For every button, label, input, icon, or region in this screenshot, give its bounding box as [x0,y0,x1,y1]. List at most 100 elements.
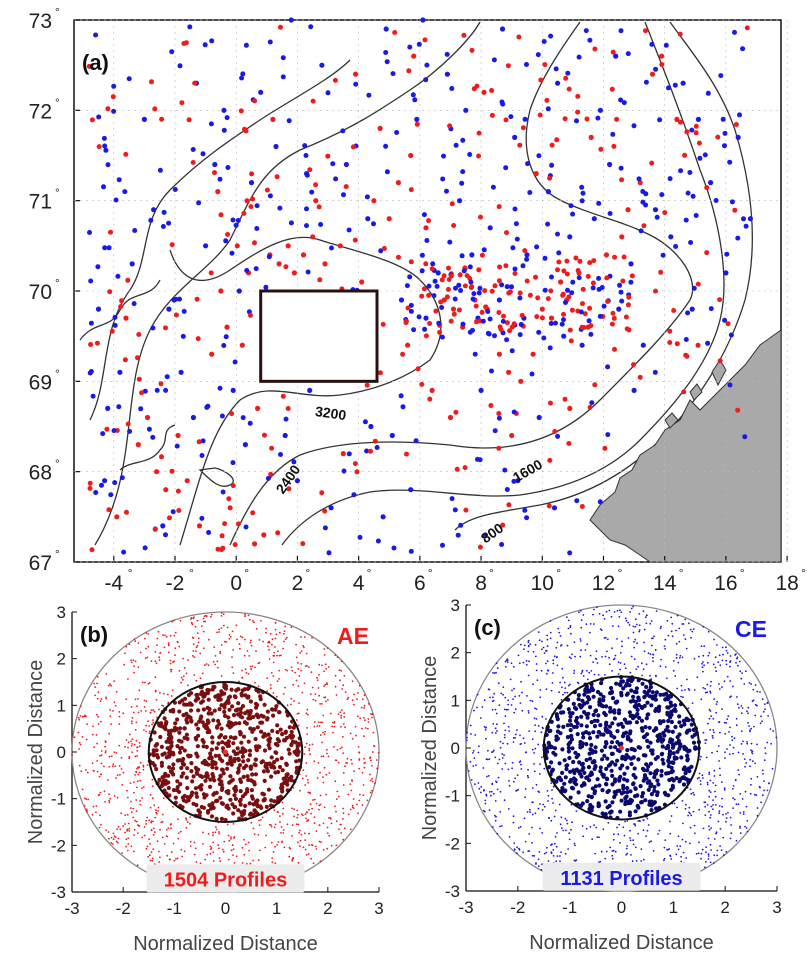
profile-point [763,759,766,762]
profile-point [617,661,620,664]
core-profile-point [195,754,200,759]
y-tick-label: -3 [51,883,66,902]
eddy-point [652,369,658,375]
profile-point [138,825,141,827]
eddy-point [555,267,560,273]
profile-point [518,695,521,697]
eddy-point [266,254,272,260]
core-profile-point [612,779,618,784]
core-profile-point [213,761,218,767]
core-profile-point [627,683,632,688]
profile-point [248,849,251,852]
profile-point [732,788,734,790]
profile-point [113,835,116,838]
profile-point [135,739,138,742]
ce-eddy-point [319,62,325,68]
ce-eddy-point [613,53,619,59]
eddy-point [500,318,506,324]
ce-eddy-point [282,432,288,439]
profile-point [675,657,678,659]
profile-point [175,858,177,860]
core-profile-point [603,799,608,804]
profile-point [113,751,116,753]
profile-point [680,860,683,863]
profile-point [700,698,703,701]
core-profile-point [275,730,280,735]
eddy-point [518,322,524,327]
profile-point [512,665,515,668]
profile-point [491,708,494,711]
profile-point [135,799,138,801]
eddy-point [105,162,111,168]
profile-point [582,835,585,838]
profile-point [704,739,707,741]
core-profile-point [248,726,253,731]
profile-point [528,730,531,732]
profile-point [310,812,312,815]
profile-point [244,843,247,846]
eddy-point [474,319,479,325]
profile-point [358,684,361,687]
eddy-point [175,488,181,494]
profile-point [712,782,715,784]
profile-point [504,715,507,717]
eddy-point [547,175,553,181]
profile-point [150,709,153,712]
profile-point [241,636,244,639]
y-axis-label: Normalized Distance [25,660,47,845]
eddy-point [488,403,494,408]
core-profile-point [566,749,572,754]
profile-point [725,820,727,823]
profile-point [535,663,538,665]
x-tick-label: 18 [775,572,798,595]
profile-point [363,707,365,709]
profile-point [533,770,536,773]
profile-point [145,724,148,727]
profile-point [622,826,625,829]
profile-point [185,826,188,829]
profile-point [704,814,707,816]
eddy-point [492,333,497,339]
core-profile-point [291,725,296,730]
core-profile-point [571,759,576,765]
eddy-point [451,223,457,228]
profile-point [369,757,371,760]
eddy-point [496,310,502,315]
core-profile-point [629,678,634,684]
profile-point [353,770,355,773]
profile-point [511,761,514,764]
core-profile-point [217,777,222,782]
profile-point [743,758,746,760]
eddy-point [87,230,92,235]
core-profile-point [593,784,598,789]
profile-point [744,790,747,793]
profile-point [231,630,234,633]
profile-point [716,644,718,646]
core-profile-point [239,693,244,698]
core-profile-point [175,744,180,749]
profile-point [333,725,336,728]
eddy-point [152,526,158,532]
core-profile-point [184,775,189,780]
profile-point [558,803,561,806]
eddy-point [88,342,94,347]
eddy-point [511,409,517,415]
profile-point [480,785,483,788]
core-profile-point [640,766,646,771]
profile-point [707,722,709,725]
profile-point [305,775,308,777]
profile-point [195,646,198,649]
profile-point [340,823,342,826]
eddy-point [300,541,306,547]
profile-point [676,687,679,690]
eddy-point [283,416,289,422]
profile-point [663,645,666,647]
profile-point [367,721,370,723]
profile-point [559,635,562,637]
profile-point [702,661,704,663]
core-profile-point [603,744,608,750]
eddy-point [579,184,585,190]
eddy-point [469,284,475,290]
profile-point [562,829,565,832]
profile-point [501,825,503,827]
